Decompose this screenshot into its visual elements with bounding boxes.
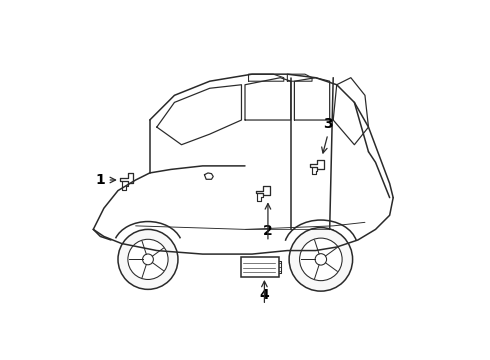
- Text: 2: 2: [263, 224, 273, 238]
- Text: 3: 3: [323, 117, 333, 131]
- Circle shape: [315, 254, 326, 265]
- Circle shape: [128, 239, 168, 279]
- FancyBboxPatch shape: [242, 257, 278, 277]
- Circle shape: [289, 228, 353, 291]
- Circle shape: [118, 229, 178, 289]
- Circle shape: [299, 238, 342, 281]
- Text: 4: 4: [260, 288, 270, 302]
- Text: 1: 1: [96, 173, 105, 187]
- Circle shape: [143, 254, 153, 265]
